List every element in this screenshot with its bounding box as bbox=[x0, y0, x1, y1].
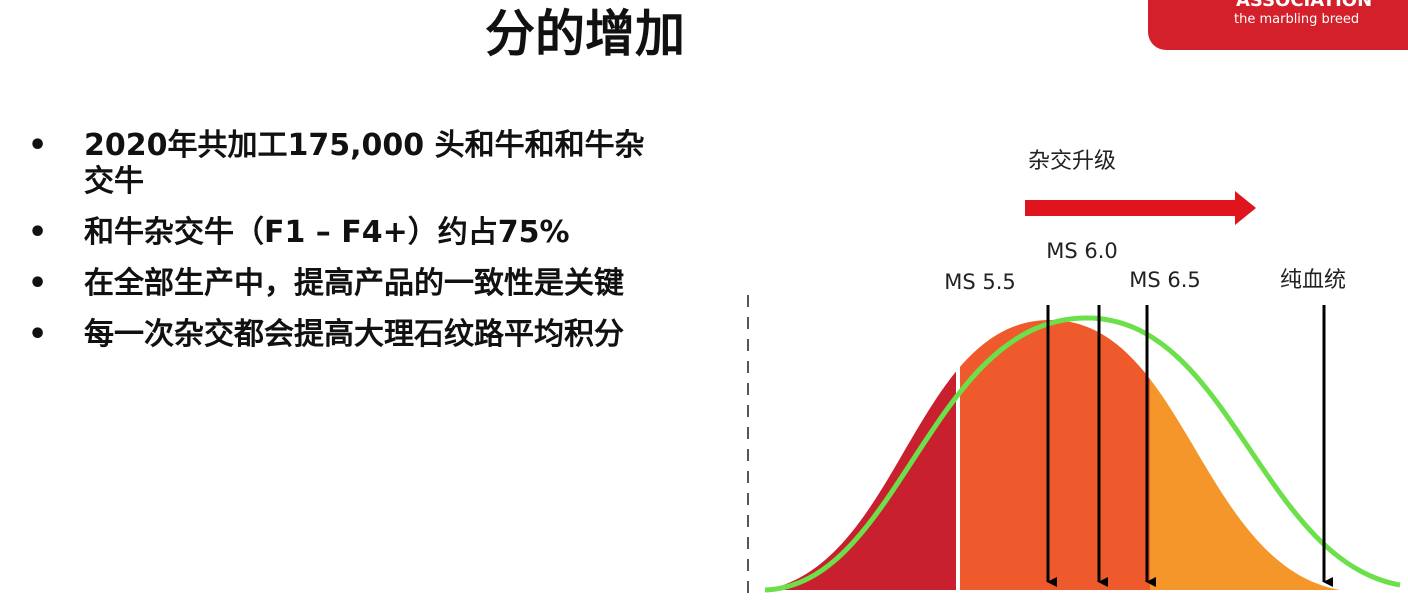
slide-title: 分的增加 bbox=[485, 5, 685, 63]
bullet: 在全部生产中，提高产品的一致性是关键 bbox=[28, 266, 664, 302]
green-curve bbox=[764, 315, 1401, 593]
region bbox=[765, 320, 956, 590]
upgrade-arrow bbox=[1025, 191, 1256, 225]
bullet: 每一次杂交都会提高大理石纹路平均积分 bbox=[28, 317, 664, 353]
marker-label: MS 6.5 bbox=[1129, 268, 1201, 292]
bullet-list: 2020年共加工175,000 头和牛和和牛杂交牛 和牛杂交牛（F1 – F4+… bbox=[28, 128, 668, 368]
markers bbox=[1046, 305, 1333, 587]
logo-name: ASSOCIATION bbox=[1236, 0, 1373, 11]
logo-tagline: the marbling breed bbox=[1234, 12, 1360, 27]
region bbox=[956, 320, 960, 590]
bell-curve bbox=[765, 320, 1340, 590]
marker-label: MS 5.5 bbox=[944, 270, 1016, 294]
bullet: 2020年共加工175,000 头和牛和和牛杂交牛 bbox=[28, 128, 664, 200]
bullet: 和牛杂交牛（F1 – F4+）约占75% bbox=[28, 215, 664, 251]
marker-label: 纯血统 bbox=[1280, 268, 1346, 293]
region bbox=[960, 320, 1150, 590]
marker-label: MS 6.0 bbox=[1046, 239, 1118, 263]
arrow-label: 杂交升级 bbox=[1028, 149, 1116, 174]
logo: ASSOCIATION the marbling breed bbox=[1148, 0, 1408, 50]
